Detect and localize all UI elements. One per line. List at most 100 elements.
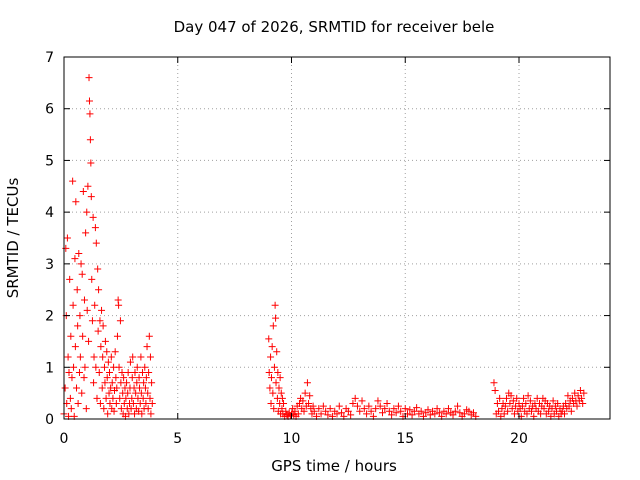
- data-point: [344, 407, 352, 415]
- y-tick-label: 2: [45, 309, 54, 325]
- data-point: [137, 353, 145, 361]
- data-point: [110, 407, 118, 415]
- data-point: [367, 407, 375, 415]
- data-point: [451, 407, 459, 415]
- data-point: [299, 397, 307, 405]
- x-axis-label: GPS time / hours: [271, 457, 397, 475]
- data-point: [578, 394, 586, 402]
- data-point: [131, 368, 139, 376]
- data-point: [265, 368, 273, 376]
- data-point: [301, 389, 309, 397]
- chart-title: Day 047 of 2026, SRMTID for receiver bel…: [174, 18, 495, 36]
- data-point: [83, 306, 91, 314]
- y-tick-label: 1: [45, 360, 54, 376]
- data-point: [129, 399, 137, 407]
- y-tick-label: 7: [45, 50, 54, 66]
- data-point: [118, 368, 126, 376]
- data-point: [271, 301, 279, 309]
- data-point: [74, 399, 82, 407]
- data-point: [106, 368, 113, 376]
- data-point: [501, 402, 509, 410]
- data-point: [324, 411, 332, 419]
- data-point: [268, 343, 276, 351]
- data-point: [456, 409, 464, 417]
- data-point: [74, 322, 82, 330]
- data-point: [100, 405, 108, 413]
- data-point: [278, 405, 286, 413]
- data-point: [93, 394, 101, 402]
- data-point: [61, 384, 69, 392]
- data-point: [128, 394, 136, 402]
- data-point: [100, 363, 108, 371]
- data-point: [92, 363, 100, 371]
- data-point: [72, 198, 80, 206]
- data-point: [148, 379, 156, 387]
- data-point: [272, 379, 280, 387]
- data-point: [417, 407, 425, 415]
- data-point: [504, 407, 512, 415]
- data-point: [107, 353, 115, 361]
- data-point: [64, 353, 72, 361]
- data-point: [522, 399, 530, 407]
- data-point: [353, 402, 361, 410]
- data-point: [265, 335, 273, 343]
- data-point: [523, 410, 531, 418]
- data-point: [305, 399, 313, 407]
- data-point: [99, 322, 107, 330]
- data-point: [449, 411, 457, 419]
- data-point: [365, 402, 373, 410]
- data-point: [300, 407, 308, 415]
- data-point: [306, 392, 314, 400]
- data-point: [90, 353, 98, 361]
- data-point: [142, 374, 150, 382]
- data-point: [69, 301, 77, 309]
- data-point: [77, 260, 85, 268]
- data-point: [123, 379, 131, 387]
- data-point: [109, 394, 117, 402]
- data-point: [376, 402, 384, 410]
- data-point: [275, 384, 283, 392]
- data-point: [322, 407, 330, 415]
- data-point: [112, 374, 120, 382]
- data-point: [133, 379, 141, 387]
- data-point: [113, 332, 121, 340]
- data-point: [274, 368, 282, 376]
- data-point: [528, 407, 536, 415]
- data-point: [105, 389, 113, 397]
- x-axis: 0 5 10 15 20: [60, 57, 528, 447]
- data-point: [267, 353, 275, 361]
- data-point: [108, 379, 116, 387]
- data-point: [144, 405, 152, 413]
- data-point: [351, 394, 359, 402]
- data-point: [67, 405, 75, 413]
- data-point: [103, 374, 111, 382]
- data-point: [76, 312, 84, 320]
- data-point: [147, 410, 155, 418]
- data-point: [71, 255, 79, 263]
- x-tick-label: 0: [60, 431, 69, 447]
- data-point: [408, 411, 416, 419]
- data-point: [276, 374, 284, 382]
- data-point: [278, 394, 286, 402]
- data-point: [73, 286, 81, 294]
- y-axis-label: SRMTID / TECUs: [4, 178, 22, 299]
- x-tick-label: 15: [396, 431, 414, 447]
- data-point: [94, 265, 102, 273]
- data-point: [141, 384, 149, 392]
- data-point: [98, 306, 106, 314]
- data-point: [273, 348, 281, 356]
- data-point: [78, 389, 86, 397]
- data-point: [86, 110, 94, 118]
- data-point: [270, 363, 278, 371]
- data-point: [326, 405, 334, 413]
- data-point: [145, 332, 153, 340]
- data-point: [124, 368, 132, 376]
- data-point: [116, 317, 124, 325]
- data-point: [549, 397, 557, 405]
- data-point: [106, 399, 114, 407]
- data-point: [85, 74, 93, 82]
- data-point: [526, 397, 534, 405]
- data-point: [383, 399, 391, 407]
- data-point: [88, 317, 96, 325]
